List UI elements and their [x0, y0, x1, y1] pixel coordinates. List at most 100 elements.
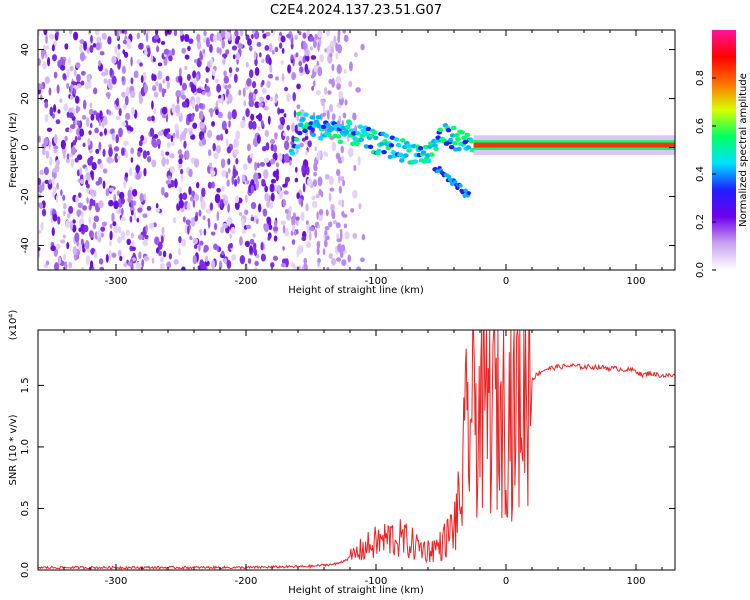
- snr-line: [38, 330, 675, 570]
- spectrogram-noise-cell: [282, 224, 286, 234]
- spectrogram-noise-cell: [164, 191, 169, 198]
- spectrogram-noise-cell: [98, 200, 104, 209]
- spectrogram-noise-cell: [213, 152, 219, 160]
- spectrogram-noise-cell: [121, 91, 126, 98]
- spectrogram-noise-cell: [284, 208, 289, 214]
- spectrogram-noise-cell: [264, 44, 270, 51]
- spectrogram-noise-cell: [189, 196, 194, 202]
- spectrogram-noise-cell: [352, 189, 358, 199]
- spectrogram-noise-cell: [330, 47, 334, 54]
- spectrogram-noise-cell: [178, 67, 182, 77]
- spectrogram-noise-cell: [264, 185, 268, 193]
- spectrogram-noise-cell: [231, 254, 237, 261]
- spectrogram-noise-cell: [216, 83, 222, 93]
- spectrogram-noise-cell: [154, 30, 159, 36]
- spectrogram-noise-cell: [272, 226, 279, 232]
- spectrogram-noise-cell: [121, 65, 126, 74]
- spectrogram-signal-cell: [309, 115, 316, 120]
- spectrogram-noise-cell: [343, 34, 349, 43]
- spectrogram-noise-cell: [113, 193, 117, 203]
- spectrogram-noise-cell: [348, 80, 353, 88]
- spectrogram-noise-cell: [165, 75, 170, 82]
- colorbar-gradient: [712, 30, 736, 270]
- spectrogram-noise-cell: [262, 208, 268, 217]
- spectrogram-noise-cell: [201, 263, 207, 270]
- spectrogram-noise-cell: [70, 124, 76, 130]
- spectrogram-noise-cell: [261, 58, 265, 64]
- spectrogram-noise-cell: [107, 78, 113, 89]
- spectrogram-noise-cell: [44, 113, 49, 123]
- spectrogram-noise-cell: [295, 229, 299, 235]
- spectrogram-signal-cell: [468, 138, 475, 144]
- spectrogram-noise-cell: [184, 54, 190, 60]
- spectrogram-noise-cell: [268, 43, 273, 53]
- spectrogram-noise-cell: [157, 70, 163, 80]
- spectrogram-noise-cell: [201, 90, 206, 96]
- spectrogram-noise-cell: [223, 70, 227, 77]
- spectrogram-noise-cell: [299, 66, 304, 73]
- spectrogram-noise-cell: [79, 167, 82, 176]
- spectrogram-noise-cell: [211, 181, 215, 189]
- spectrogram-noise-cell: [62, 234, 66, 239]
- spectrogram-noise-cell: [186, 73, 191, 81]
- spectrogram-noise-cell: [286, 135, 290, 141]
- spectrogram-noise-cell: [190, 217, 196, 227]
- spectrogram-noise-cell: [44, 101, 49, 109]
- spectrogram-noise-cell: [253, 242, 257, 250]
- spectrogram-noise-cell: [65, 219, 71, 228]
- spectrogram-noise-cell: [344, 231, 350, 240]
- spectrogram-noise-cell: [109, 240, 112, 247]
- spectrogram-noise-cell: [43, 166, 49, 176]
- spectrogram-noise-cell: [250, 216, 255, 222]
- spectrogram-noise-cell: [259, 96, 264, 103]
- spectrogram-noise-cell: [278, 124, 284, 131]
- spectrogram-signal-cell: [337, 139, 344, 145]
- spectrogram-signal-cell: [447, 137, 454, 143]
- spectrogram-noise-cell: [160, 186, 165, 196]
- spectrogram-noise-cell: [102, 148, 106, 157]
- spectrogram-noise-cell: [324, 226, 330, 231]
- spectrogram-noise-cell: [77, 136, 82, 141]
- spectrogram-signal-cell: [317, 135, 324, 141]
- spectrogram-noise-cell: [275, 76, 279, 81]
- spectrogram-noise-cell: [63, 103, 69, 112]
- spectrogram-noise-cell: [250, 185, 255, 194]
- spectrogram-noise-cell: [100, 226, 106, 232]
- spectrogram-noise-cell: [130, 206, 135, 213]
- spectrogram-noise-cell: [125, 86, 130, 97]
- spectrogram-noise-cell: [220, 199, 223, 208]
- spectrogram-noise-cell: [99, 110, 103, 120]
- spectrogram-noise-cell: [183, 140, 187, 149]
- spectrogram-noise-cell: [48, 178, 52, 185]
- spectrogram-noise-cell: [111, 133, 116, 141]
- spectrogram-noise-cell: [68, 30, 73, 35]
- spectrogram-noise-cell: [63, 202, 67, 210]
- spectrogram-noise-cell: [204, 255, 209, 262]
- spectrogram-noise-cell: [208, 162, 213, 168]
- spectrogram-noise-cell: [270, 96, 273, 102]
- spectrogram-noise-cell: [46, 127, 53, 132]
- spectrogram-signal-cell: [429, 152, 435, 157]
- spectrogram-noise-cell: [283, 113, 287, 118]
- spectrogram-noise-cell: [294, 34, 298, 40]
- spectrogram-noise-cell: [142, 150, 148, 159]
- spectrogram-noise-cell: [242, 87, 246, 97]
- spectrogram-noise-cell: [342, 30, 347, 34]
- spectrogram-noise-cell: [59, 98, 63, 103]
- spectrogram-noise-cell: [249, 245, 254, 254]
- spectrogram-noise-cell: [341, 244, 346, 252]
- spectrogram-noise-cell: [223, 257, 227, 265]
- spectrogram-noise-cell: [173, 30, 178, 37]
- spectrogram-noise-cell: [224, 195, 229, 202]
- spectrogram-noise-cell: [302, 56, 306, 64]
- spectrogram-noise-cell: [305, 69, 310, 75]
- spectrogram-noise-cell: [174, 104, 181, 114]
- spectrogram-noise-cell: [324, 229, 328, 236]
- spectrogram-noise-cell: [109, 67, 113, 76]
- spectrogram-noise-cell: [293, 54, 297, 59]
- spectrogram-signal-cell: [389, 135, 396, 140]
- spectrogram-noise-cell: [144, 234, 149, 240]
- spectrogram-noise-cell: [117, 60, 121, 70]
- spectrogram-noise-cell: [116, 30, 120, 40]
- spectrogram-noise-cell: [231, 175, 235, 185]
